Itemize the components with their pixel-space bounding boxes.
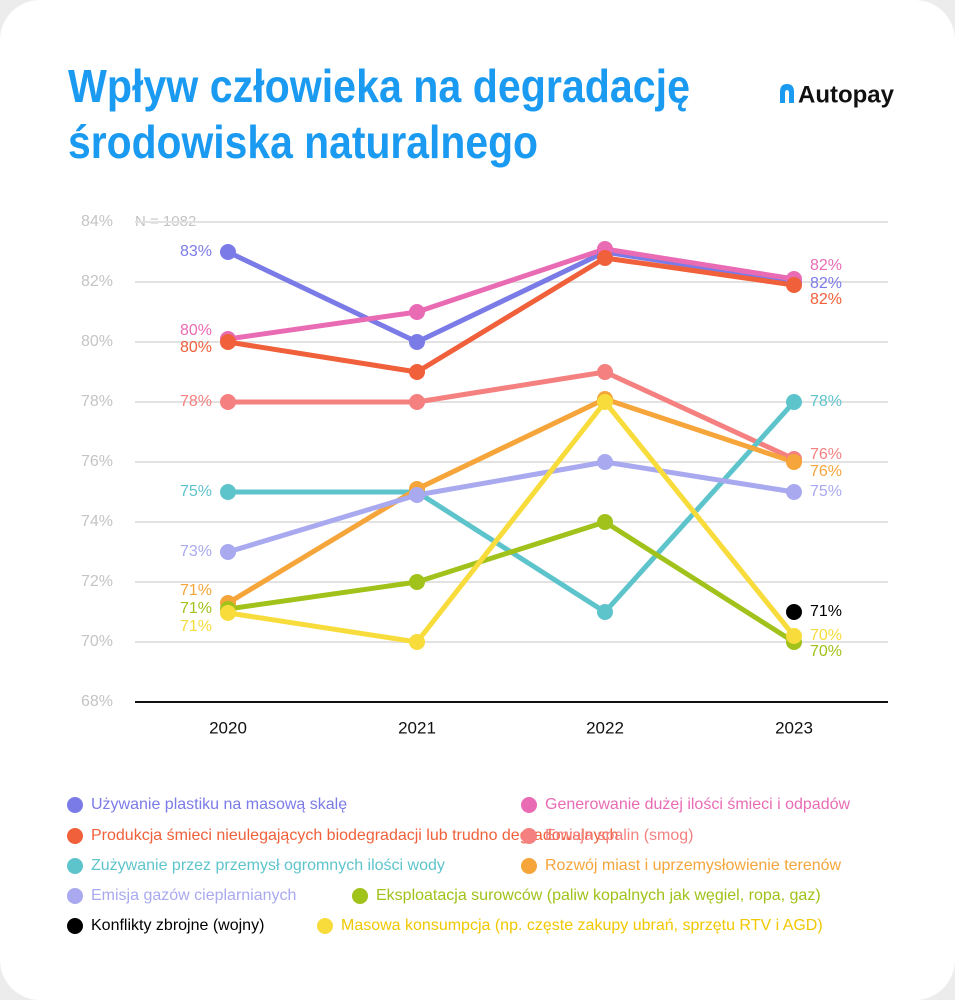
point [786,628,802,644]
value-label: 71% [180,582,212,599]
chart-title: środowiska naturalnego [68,116,538,168]
point [597,454,613,470]
value-label: 71% [180,618,212,635]
legend-marker [67,828,83,844]
series-line [227,246,795,342]
value-label: 82% [810,257,842,274]
y-tick-label: 72% [81,573,113,590]
series-line [227,399,796,645]
legend-label: Używanie plastiku na masową skalę [91,796,347,813]
x-tick-label: 2023 [775,718,813,737]
legend-label: Rozwój miast i uprzemysłowienie terenów [545,857,842,874]
series-line [227,459,795,555]
y-tick-label: 70% [81,633,113,650]
value-label: 78% [180,393,212,410]
value-label: 78% [810,393,842,410]
value-label: 80% [180,339,212,356]
legend-label: Emisja gazów cieplarnianych [91,887,296,904]
point [220,544,236,560]
series-line [228,369,796,462]
point [597,394,613,410]
value-label: 80% [180,322,212,339]
x-tick-label: 2021 [398,718,436,737]
y-tick-label: 74% [81,513,113,530]
point [597,604,613,620]
point [786,394,802,410]
legend-marker [67,797,83,813]
value-label: 70% [810,643,842,660]
value-label: 76% [810,463,842,480]
value-label: 75% [810,483,842,500]
point [786,484,802,500]
point [220,394,236,410]
legend-label: Masowa konsumpcja (np. częste zakupy ubr… [341,917,823,934]
series-line [226,249,795,345]
legend-label: Eksploatacja surowców (paliw kopalnych j… [376,887,821,904]
point [597,364,613,380]
y-tick-label: 68% [81,693,113,710]
point [409,304,425,320]
point [786,454,802,470]
value-label: 83% [180,243,212,260]
y-tick-label: 84% [81,213,113,230]
x-tick-label: 2020 [209,718,247,737]
point [409,634,425,650]
brand: Autopay [798,81,895,108]
brand-icon [780,84,794,103]
legend-label: Produkcja śmieci nieulegających biodegra… [91,827,618,844]
legend-label: Generowanie dużej ilości śmieci i odpadó… [545,796,850,813]
y-tick-label: 80% [81,333,113,350]
value-label: 71% [180,600,212,617]
point [786,604,802,620]
legend-label: Konflikty zbrojne (wojny) [91,917,264,934]
y-tick-label: 76% [81,453,113,470]
value-label: 82% [810,275,842,292]
point [220,604,236,621]
series-line [226,396,795,606]
value-label: 73% [180,543,212,560]
point [597,514,613,530]
y-tick-label: 82% [81,273,113,290]
legend-marker [352,888,368,904]
point [597,250,613,266]
legend-marker [521,828,537,844]
value-label: 82% [810,291,842,308]
value-label: 71% [810,603,842,620]
legend-marker [521,858,537,874]
y-tick-label: 78% [81,393,113,410]
point [220,334,236,350]
value-label: 70% [810,627,842,644]
chart-title: Wpływ człowieka na degradację [68,60,690,112]
x-tick-label: 2022 [586,718,624,737]
legend-label: Zużywanie przez przemysł ogromnych ilośc… [91,857,445,874]
point [409,334,425,350]
point [409,487,425,503]
point [409,364,425,380]
legend-marker [67,918,83,934]
series-line [227,255,795,375]
value-label: 75% [180,483,212,500]
point [409,394,425,410]
series-line [227,519,796,645]
point [409,574,425,590]
point [220,484,236,500]
legend-marker [521,797,537,813]
point [220,244,236,260]
value-label: 76% [810,446,842,463]
legend-label: Emisja spalin (smog) [545,827,693,844]
legend-marker [67,858,83,874]
legend-marker [317,918,333,934]
point [786,277,802,293]
legend-marker [67,888,83,904]
